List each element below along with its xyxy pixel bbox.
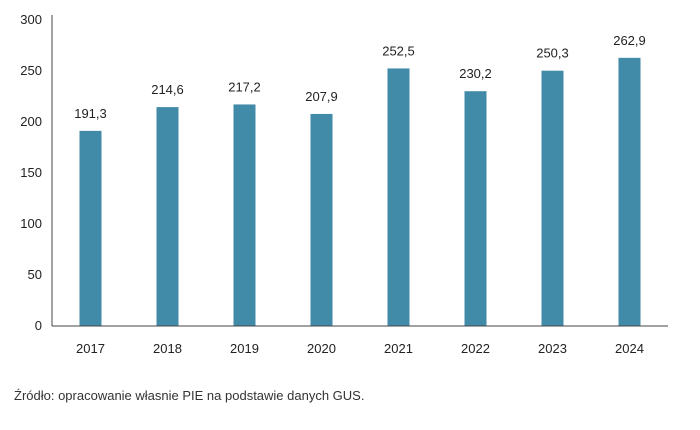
bar-2022 xyxy=(464,91,487,326)
data-label-2018: 214,6 xyxy=(151,82,184,97)
x-tick-label-2017: 2017 xyxy=(76,341,105,356)
data-label-2022: 230,2 xyxy=(459,66,492,81)
y-axis-ticks: 0 50 100 150 200 250 300 xyxy=(20,12,42,333)
data-label-2019: 217,2 xyxy=(228,79,261,94)
x-tick-label-2018: 2018 xyxy=(153,341,182,356)
y-tick-label: 250 xyxy=(20,63,42,78)
bar-2018 xyxy=(156,107,179,326)
data-label-2023: 250,3 xyxy=(536,46,569,61)
y-tick-label: 150 xyxy=(20,165,42,180)
data-label-2021: 252,5 xyxy=(382,43,415,58)
bar-2019 xyxy=(233,104,256,327)
bar-2024 xyxy=(618,57,641,326)
y-tick-label: 100 xyxy=(20,216,42,231)
x-tick-label-2019: 2019 xyxy=(230,341,259,356)
source-footnote: Źródło: opracowanie własnie PIE na podst… xyxy=(14,388,365,403)
data-label-2024: 262,9 xyxy=(613,33,646,48)
bars xyxy=(79,57,641,327)
y-tick-label: 50 xyxy=(28,267,42,282)
x-tick-label-2023: 2023 xyxy=(538,341,567,356)
y-tick-label: 200 xyxy=(20,114,42,129)
x-tick-label-2021: 2021 xyxy=(384,341,413,356)
bar-2017 xyxy=(79,130,102,326)
data-label-2020: 207,9 xyxy=(305,89,338,104)
x-tick-label-2020: 2020 xyxy=(307,341,336,356)
data-labels: 191,3 214,6 217,2 207,9 252,5 230,2 250,3 262,9 xyxy=(74,33,646,121)
bar-2021 xyxy=(387,68,410,326)
x-axis-labels: 2017 2018 2019 2020 2021 2022 2023 2024 xyxy=(76,341,644,356)
x-tick-label-2022: 2022 xyxy=(461,341,490,356)
x-tick-label-2024: 2024 xyxy=(615,341,644,356)
bar-2023 xyxy=(541,70,564,326)
data-label-2017: 191,3 xyxy=(74,106,107,121)
y-tick-label: 300 xyxy=(20,12,42,27)
bar-2020 xyxy=(310,113,333,326)
y-tick-label: 0 xyxy=(35,318,42,333)
